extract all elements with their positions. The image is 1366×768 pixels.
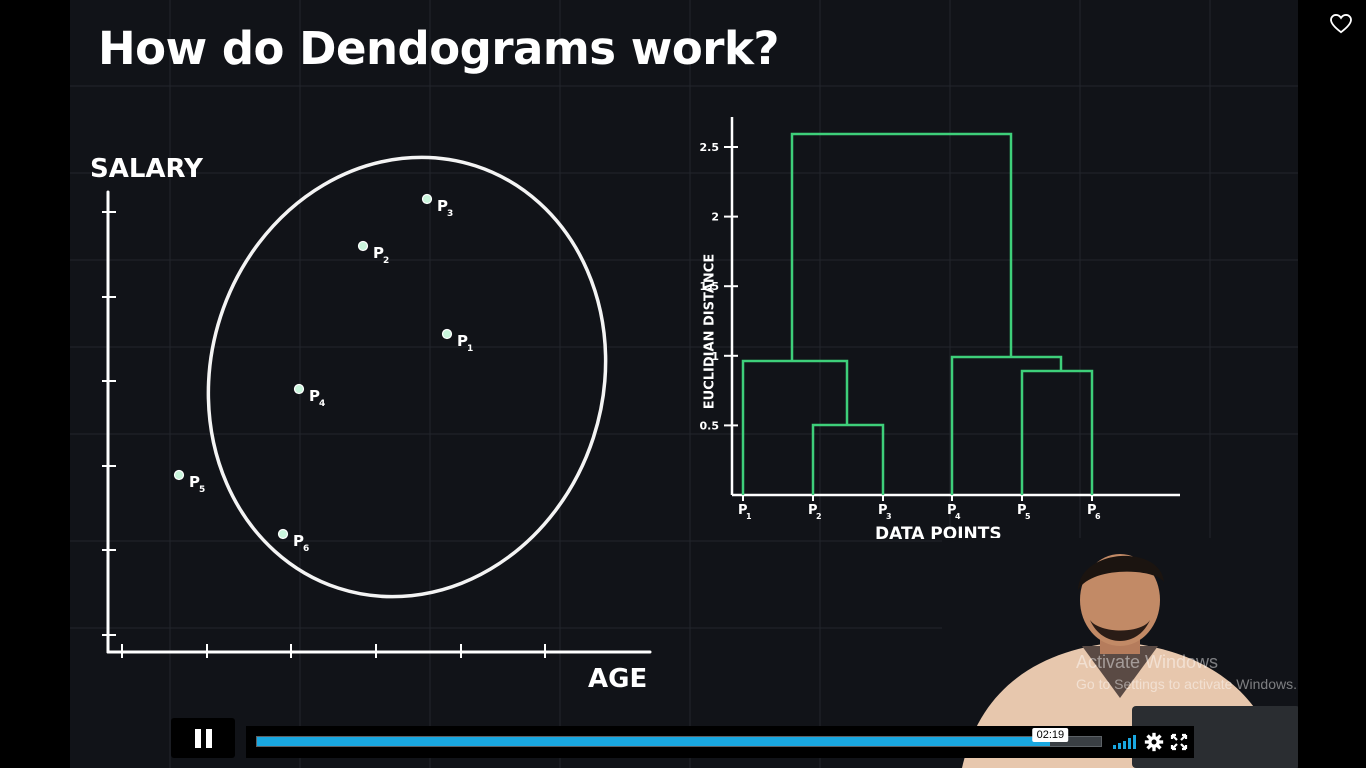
fullscreen-icon[interactable]: [1170, 733, 1188, 751]
point-marker: [277, 528, 289, 540]
point-label-sub: 6: [303, 544, 309, 554]
cluster-ellipse: [206, 155, 608, 599]
point-label: P: [437, 197, 448, 215]
leaf-label-sub: 2: [816, 512, 822, 521]
leaf-label: P: [808, 503, 818, 518]
point-marker: [173, 469, 185, 481]
leaf-label: P: [878, 503, 888, 518]
point-marker: [421, 193, 433, 205]
leaf-label: P: [738, 503, 748, 518]
leaf-label-sub: 4: [955, 512, 961, 521]
heart-icon[interactable]: [1330, 14, 1352, 34]
progress-fill: [257, 737, 1051, 746]
activation-watermark: Activate Windows Go to Settings to activ…: [1076, 652, 1297, 692]
point-marker: [357, 240, 369, 252]
watermark-subtitle: Go to Settings to activate Windows.: [1076, 676, 1297, 692]
point-label: P: [309, 387, 320, 405]
point-label-sub: 2: [383, 256, 389, 266]
y-tick-label: 1: [711, 350, 719, 363]
dendrogram: 0.511.522.5 P1 P2 P3 P4 P5 P6: [700, 117, 1180, 521]
volume-icon[interactable]: [1112, 735, 1138, 749]
leaf-label-sub: 3: [886, 512, 892, 521]
dendrogram-link: [950, 355, 1063, 495]
dendrogram-links: [741, 132, 1094, 495]
time-tooltip: 02:19: [1032, 728, 1069, 742]
pause-icon-bar: [206, 729, 212, 748]
point-label: P: [189, 473, 200, 491]
point-marker: [441, 328, 453, 340]
scatter-plot: P 1P 2P 3P 4P 5P 6: [102, 155, 652, 658]
y-tick-label: 1.5: [700, 280, 720, 293]
x-axis-label: AGE: [588, 664, 648, 694]
dendrogram-axes: [730, 117, 1180, 497]
leaf-label: P: [1087, 503, 1097, 518]
scatter-axes: [106, 190, 652, 654]
point-label: P: [457, 332, 468, 350]
y-tick-label: 2.5: [700, 141, 720, 154]
gear-icon[interactable]: [1144, 732, 1164, 752]
y-axis-label: SALARY: [90, 154, 203, 184]
leaf-label-sub: 6: [1095, 512, 1101, 521]
leaf-label-sub: 5: [1025, 512, 1031, 521]
point-label: P: [373, 244, 384, 262]
dendrogram-y-ticks: 0.5 1 1.5 2 2.5: [700, 141, 738, 432]
dendrogram-link: [790, 132, 1013, 361]
scatter-points: P 1P 2P 3P 4P 5P 6: [173, 193, 473, 554]
leaf-label-sub: 1: [746, 512, 752, 521]
dendrogram-link: [741, 359, 849, 495]
point-label-sub: 3: [447, 209, 453, 219]
y-tick-label: 0.5: [700, 419, 720, 432]
y-tick-label: 2: [711, 211, 719, 224]
progress-bar[interactable]: 02:19: [256, 728, 1102, 747]
pause-icon: [195, 729, 201, 748]
point-label-sub: 5: [199, 485, 205, 495]
leaf-label: P: [947, 503, 957, 518]
slide-title: How do Dendograms work?: [98, 22, 779, 75]
point-label-sub: 4: [319, 399, 325, 409]
dendrogram-y-axis-title: EUCLIDIAN DISTANCE: [702, 253, 718, 410]
scatter-ticks: [102, 211, 546, 658]
point-marker: [293, 383, 305, 395]
control-bar: 02:19: [246, 726, 1194, 758]
watermark-title: Activate Windows: [1076, 652, 1219, 672]
dendrogram-link: [1020, 369, 1094, 495]
point-label-sub: 1: [467, 344, 473, 354]
leaf-label: P: [1017, 503, 1027, 518]
pause-button[interactable]: [171, 718, 235, 758]
point-label: P: [293, 532, 304, 550]
dendrogram-link: [811, 423, 885, 495]
